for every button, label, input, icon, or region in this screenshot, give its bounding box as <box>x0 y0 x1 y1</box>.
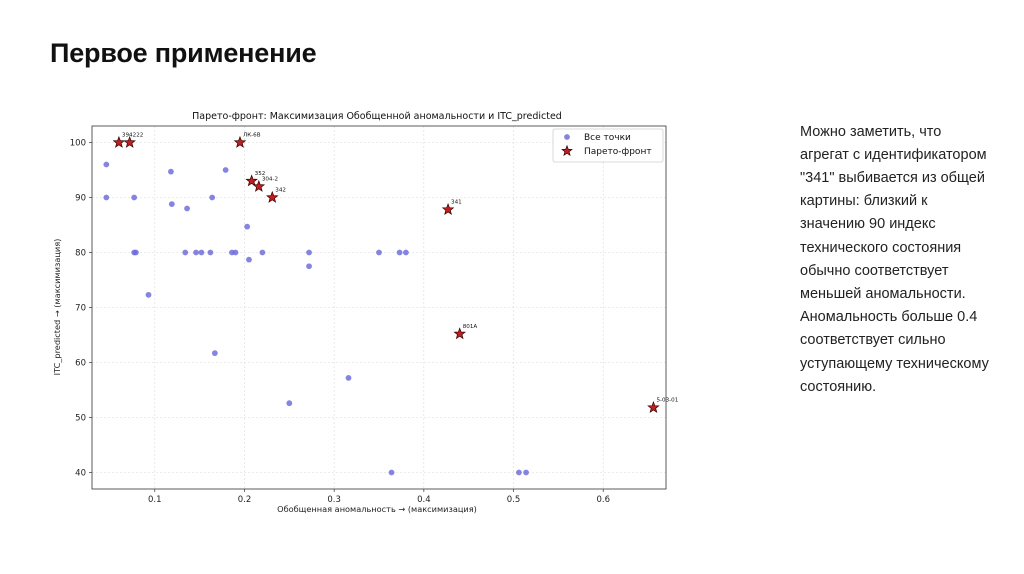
y-tick-label: 60 <box>75 359 86 369</box>
scatter-point <box>286 400 293 407</box>
pareto-star-point <box>233 135 247 148</box>
scatter-point <box>244 223 251 230</box>
scatter-point <box>396 249 403 256</box>
scatter-point <box>211 350 218 357</box>
scatter-point <box>523 469 529 476</box>
scatter-point <box>207 249 214 256</box>
scatter-point <box>184 205 190 212</box>
scatter-point <box>232 249 239 256</box>
grid-layer <box>92 126 666 489</box>
scatter-point <box>516 469 522 476</box>
pareto-star-point <box>245 174 258 187</box>
pareto-chart-svg: Парето-фронт: Максимизация Обобщенной ан… <box>52 111 679 514</box>
pareto-chart: Парето-фронт: Максимизация Обобщенной ан… <box>40 100 680 520</box>
x-axis-label: Обобщенная аномальность → (максимизация) <box>277 504 477 514</box>
x-tick-label: 0.6 <box>596 495 610 505</box>
plot-frame <box>91 125 667 490</box>
y-tick-label: 90 <box>75 194 86 204</box>
y-tick-label: 100 <box>70 139 86 149</box>
scatter-point <box>306 263 312 270</box>
scatter-point <box>103 161 110 168</box>
y-tick-label: 80 <box>75 249 86 259</box>
slide-title: Первое применение <box>50 38 317 68</box>
scatter-point <box>131 194 138 201</box>
legend-box <box>552 128 664 163</box>
scatter-point <box>345 375 352 381</box>
y-axis-label: ITC_predicted → (максимизация) <box>52 239 62 376</box>
scatter-point <box>193 249 199 256</box>
pareto-point-label: ЛК-6В <box>243 133 261 139</box>
scatter-point <box>145 291 152 298</box>
scatter-point <box>198 249 205 256</box>
x-tick-label: 0.1 <box>148 495 162 505</box>
y-tick-label: 70 <box>75 304 86 314</box>
pareto-star-point <box>453 327 466 340</box>
scatter-point <box>168 168 174 175</box>
pareto-point-label: 801А <box>463 324 478 330</box>
scatter-point <box>182 249 189 256</box>
pareto-point-label: 341 <box>451 200 462 206</box>
scatter-point <box>103 194 110 201</box>
scatter-point <box>168 201 175 207</box>
x-tick-label: 0.2 <box>238 495 252 505</box>
scatter-point <box>222 167 229 173</box>
legend-label-pareto: Парето-фронт <box>584 147 652 157</box>
legend: Все точки Парето-фронт <box>552 128 664 163</box>
scatter-point <box>133 249 139 256</box>
pareto-star-point <box>252 179 266 192</box>
pareto-point-label: 394 <box>122 133 133 139</box>
x-tick-label: 0.4 <box>417 495 431 505</box>
pareto-star-point <box>112 135 126 148</box>
scatter-point <box>376 249 382 256</box>
legend-label-all-points: Все точки <box>584 133 631 143</box>
scatter-point <box>306 249 312 256</box>
scatter-point <box>388 469 395 476</box>
commentary-text: Можно заметить, что агрегат с идентифика… <box>800 123 989 395</box>
scatter-point <box>259 249 266 256</box>
x-tick-label: 0.5 <box>507 495 521 505</box>
pareto-star-point <box>266 190 279 203</box>
pareto-star-point <box>123 135 136 148</box>
scatter-point <box>403 249 409 256</box>
legend-circle-marker <box>564 134 570 140</box>
y-tick-label: 50 <box>75 414 86 424</box>
pareto-point-label: 342 <box>275 188 286 194</box>
points-layer <box>103 161 529 476</box>
y-tick-label: 40 <box>75 469 86 479</box>
pareto-point-label: 304-2 <box>262 177 278 183</box>
pareto-point-label: 5-03-01 <box>656 398 678 404</box>
scatter-point <box>246 256 252 263</box>
pareto-point-label: 222 <box>133 133 144 139</box>
chart-title: Парето-фронт: Максимизация Обобщенной ан… <box>192 111 562 122</box>
tick-layer: 0.1 0.2 0.3 0.4 0.5 0.6 40 50 60 70 80 90 100 <box>70 139 610 506</box>
pareto-point-label: 352 <box>255 171 266 177</box>
pareto-star-point <box>441 202 455 215</box>
x-tick-label: 0.3 <box>327 495 341 505</box>
pareto-star-point <box>647 401 660 413</box>
legend-star-marker <box>561 144 573 157</box>
scatter-point <box>209 194 216 201</box>
